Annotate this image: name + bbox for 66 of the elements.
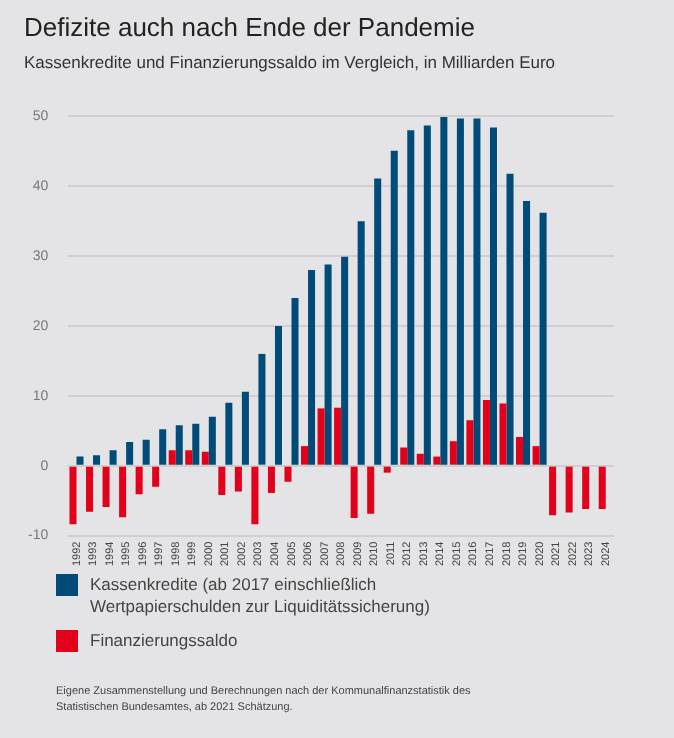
bar <box>532 446 540 465</box>
bar <box>308 270 316 465</box>
bar <box>423 125 431 465</box>
bar <box>489 127 497 465</box>
bar <box>201 451 209 465</box>
bar <box>317 408 325 465</box>
bar <box>109 450 117 465</box>
bar <box>390 150 398 465</box>
bar <box>449 441 457 465</box>
bar <box>357 221 365 465</box>
bar <box>582 466 590 509</box>
bar <box>400 447 408 465</box>
bar <box>208 416 216 465</box>
bar <box>516 437 524 465</box>
chart-title: Defizite auch nach Ende der Pandemie <box>24 12 475 42</box>
bar <box>523 200 531 465</box>
legend-label: Finanzierungssaldo <box>90 630 238 652</box>
bar <box>225 402 233 465</box>
bar <box>267 466 275 493</box>
bar <box>258 353 266 465</box>
bar <box>506 173 514 465</box>
bar <box>341 256 349 465</box>
bar <box>86 466 94 512</box>
bar <box>565 466 573 513</box>
legend-label: Kassenkredite (ab 2017 einschließlich Wertpapierschulden zur Liquiditätssicherung) <box>90 574 432 618</box>
bar <box>383 466 391 473</box>
bar <box>301 446 309 465</box>
bar <box>185 450 193 465</box>
bar <box>456 118 464 465</box>
bar <box>76 456 84 465</box>
chart-subtitle: Kassenkredite und Finanzierungssaldo im Vergleich, in Milliarden Euro <box>24 52 556 72</box>
bar <box>168 450 176 465</box>
bar <box>284 466 292 482</box>
bar <box>152 466 160 487</box>
bar <box>192 423 200 465</box>
bar <box>175 425 183 465</box>
bar <box>69 466 77 525</box>
bar <box>119 466 127 518</box>
bar <box>218 466 226 496</box>
bar <box>142 439 150 465</box>
bar <box>135 466 143 495</box>
bar <box>350 466 358 519</box>
bar <box>126 441 134 465</box>
bar <box>374 178 382 465</box>
bar <box>549 466 557 516</box>
bar <box>251 466 259 525</box>
bar <box>334 407 342 465</box>
bar <box>539 212 547 465</box>
bar <box>291 298 299 465</box>
bar <box>234 466 242 492</box>
bar <box>416 453 424 465</box>
bar <box>499 403 507 465</box>
bar <box>433 456 441 465</box>
bar <box>159 429 167 465</box>
bar <box>102 466 110 507</box>
bar <box>324 264 332 465</box>
bar <box>274 325 282 465</box>
bar <box>482 400 490 465</box>
bar <box>466 420 474 465</box>
bar <box>407 130 415 465</box>
bar <box>241 391 249 465</box>
bar <box>440 117 448 465</box>
bar <box>93 455 101 465</box>
bar <box>473 118 481 465</box>
bar <box>598 466 606 509</box>
bar <box>367 466 375 514</box>
